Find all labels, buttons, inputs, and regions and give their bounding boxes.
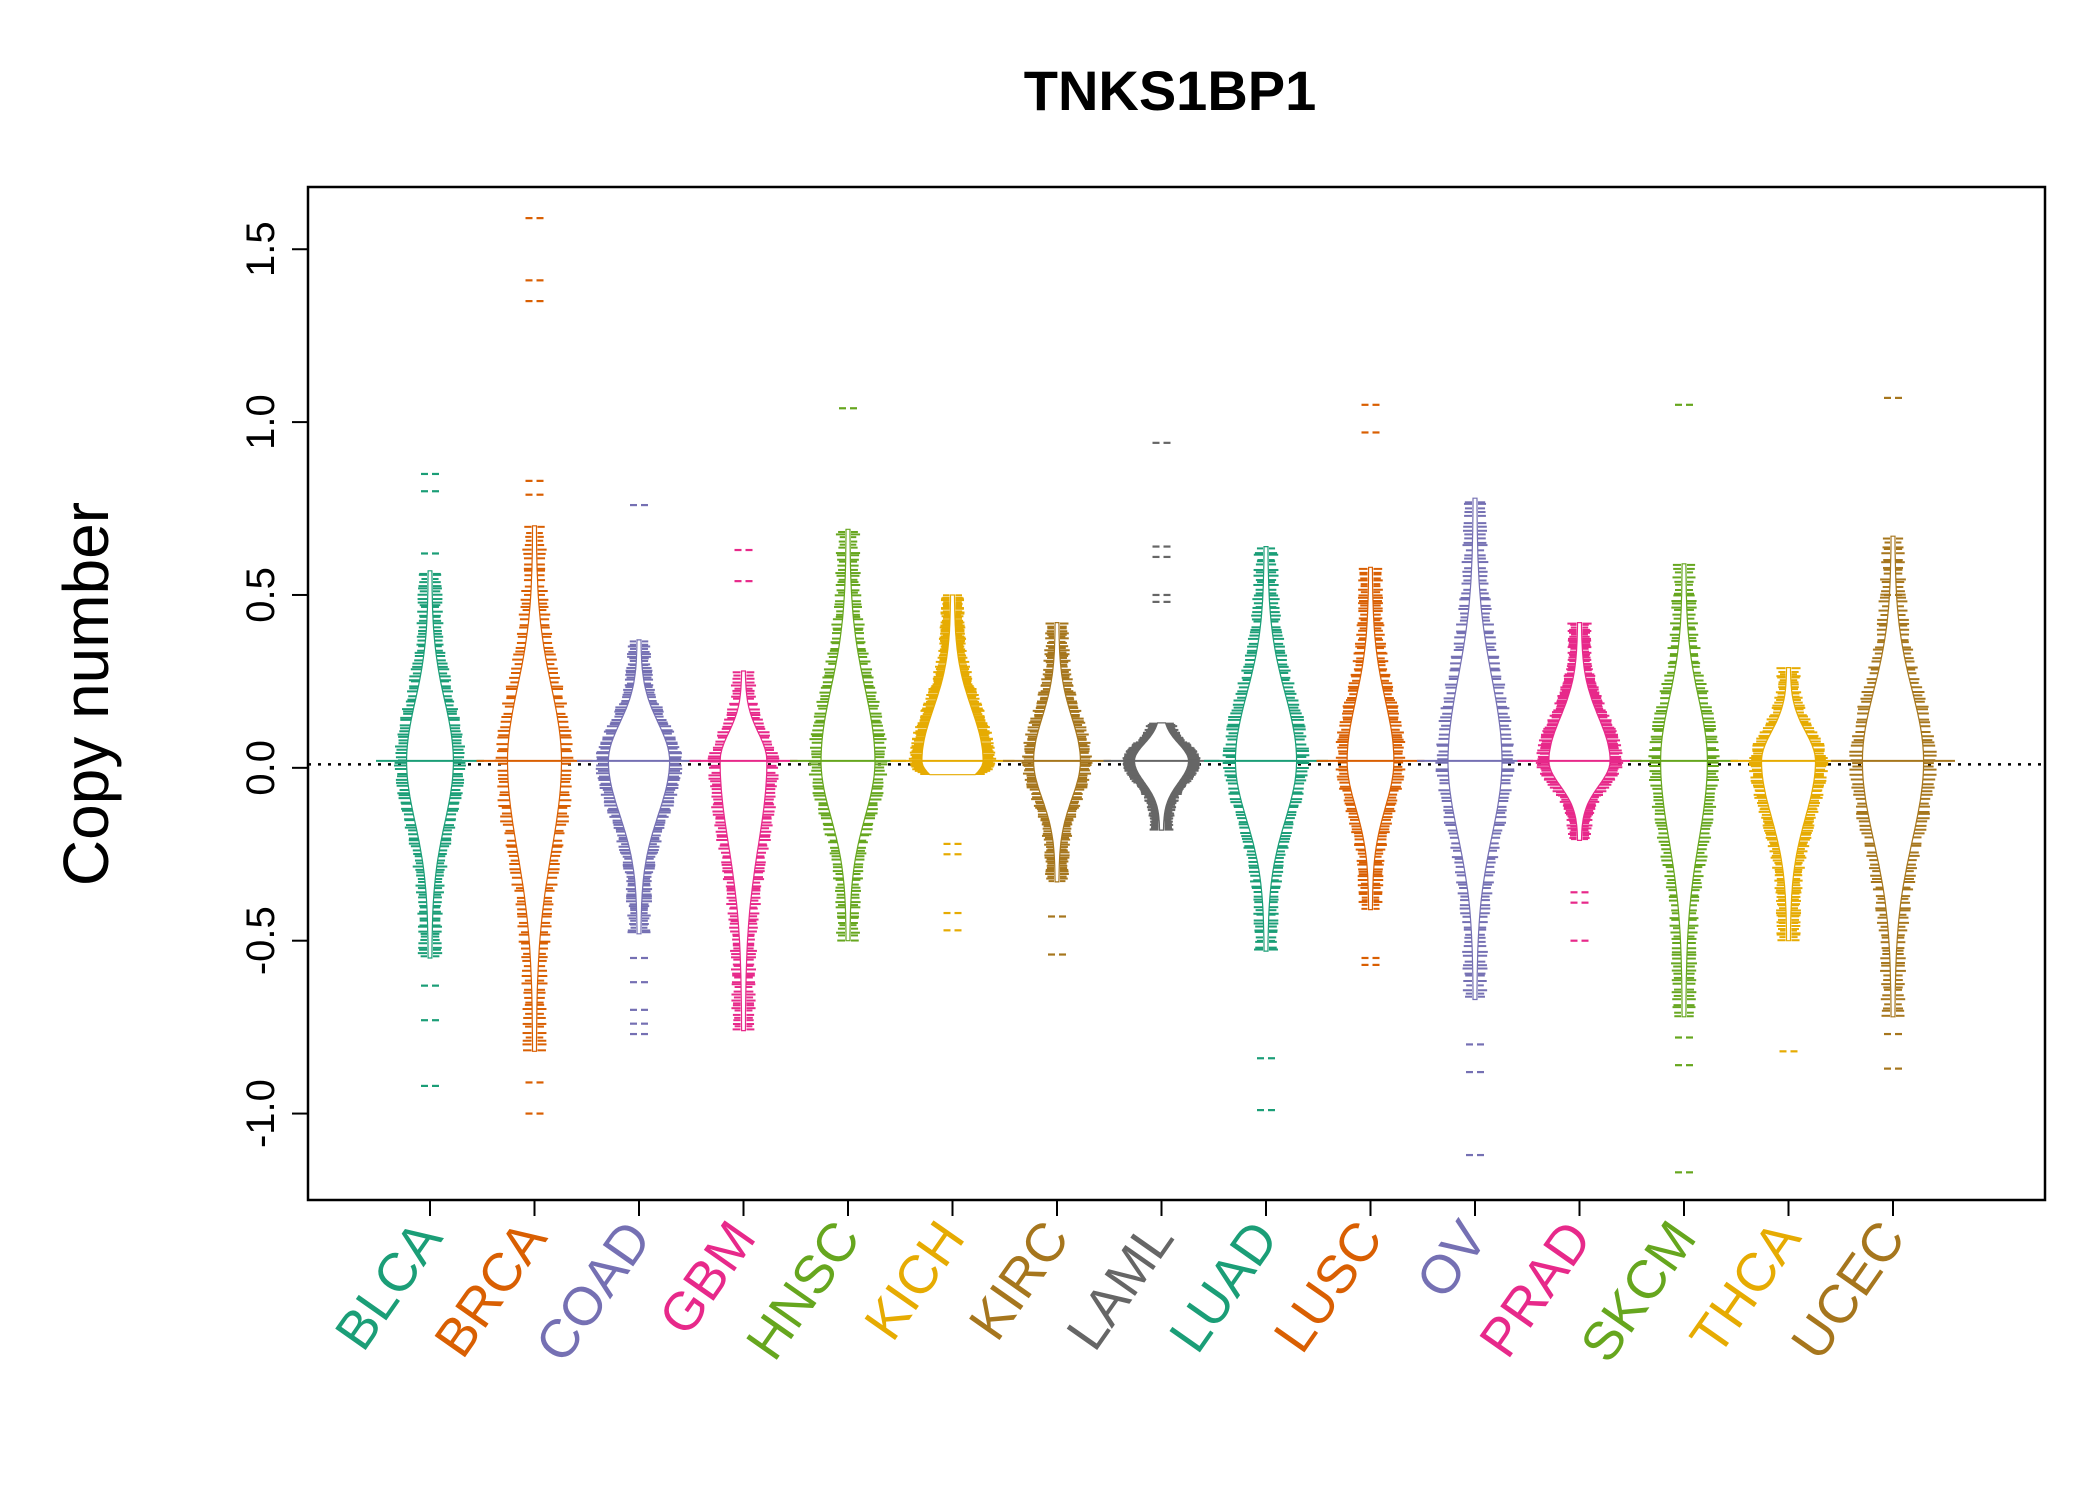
bean-laml — [1103, 441, 1220, 831]
y-tick-label: 0.5 — [239, 567, 283, 623]
y-axis-label: Copy number — [50, 502, 122, 886]
bean-lusc — [1316, 403, 1425, 967]
chart-title: TNKS1BP1 — [1024, 59, 1317, 122]
bean-hnsc — [790, 407, 906, 942]
bean-density-shape — [607, 639, 671, 935]
y-tick-label: 0.0 — [239, 740, 283, 796]
bean-gbm — [689, 548, 798, 1032]
x-tick-label-coad: COAD — [524, 1210, 663, 1372]
x-tick-label-ucec: UCEC — [1780, 1210, 1917, 1370]
bean-density-shape — [1861, 535, 1925, 1018]
x-tick-label-skcm: SKCM — [1569, 1210, 1708, 1372]
bean-density-shape — [1032, 621, 1082, 883]
x-tick-label-lusc: LUSC — [1263, 1210, 1395, 1362]
bean-density-shape — [820, 528, 876, 942]
bean-luad — [1204, 545, 1328, 1112]
x-tick-label-kich: KICH — [853, 1210, 976, 1350]
bean-brca — [476, 217, 593, 1115]
x-tick-label-laml: LAML — [1055, 1210, 1185, 1360]
bean-kirc — [1003, 621, 1111, 956]
bean-coad — [577, 503, 701, 1036]
plot-area — [308, 217, 2045, 1174]
y-tick-label: 1.5 — [239, 221, 283, 277]
x-tick-label-luad: LUAD — [1158, 1210, 1290, 1362]
bean-ucec — [1831, 396, 1955, 1070]
bean-density-shape — [1447, 497, 1503, 1001]
y-tick-label: -0.5 — [239, 906, 283, 975]
bean-density-shape — [506, 525, 563, 1052]
y-tick-label: 1.0 — [239, 394, 283, 450]
bean-skcm — [1630, 403, 1738, 1174]
bean-ov — [1417, 497, 1533, 1157]
y-tick-label: -1.0 — [239, 1079, 283, 1148]
bean-prad — [1517, 621, 1642, 942]
bean-density-shape — [1133, 722, 1190, 831]
bean-kich — [890, 594, 1015, 932]
bean-density-shape — [921, 594, 984, 776]
bean-density-shape — [1659, 563, 1709, 1018]
y-axis: -1.0 -0.5 0.0 0.5 1.0 1.5 — [239, 221, 309, 1148]
bean-density-shape — [1234, 545, 1298, 952]
x-tick-label-hnsc: HNSC — [735, 1210, 872, 1370]
bean-density-shape — [1346, 566, 1395, 911]
bean-density-shape — [719, 670, 768, 1032]
bean-thca — [1730, 666, 1847, 1053]
bean-density-shape — [1760, 666, 1817, 942]
x-tick-label-ov: OV — [1405, 1210, 1499, 1308]
bean-blca — [376, 472, 484, 1088]
bean-density-shape — [406, 570, 454, 959]
bean-density-shape — [1548, 621, 1611, 842]
